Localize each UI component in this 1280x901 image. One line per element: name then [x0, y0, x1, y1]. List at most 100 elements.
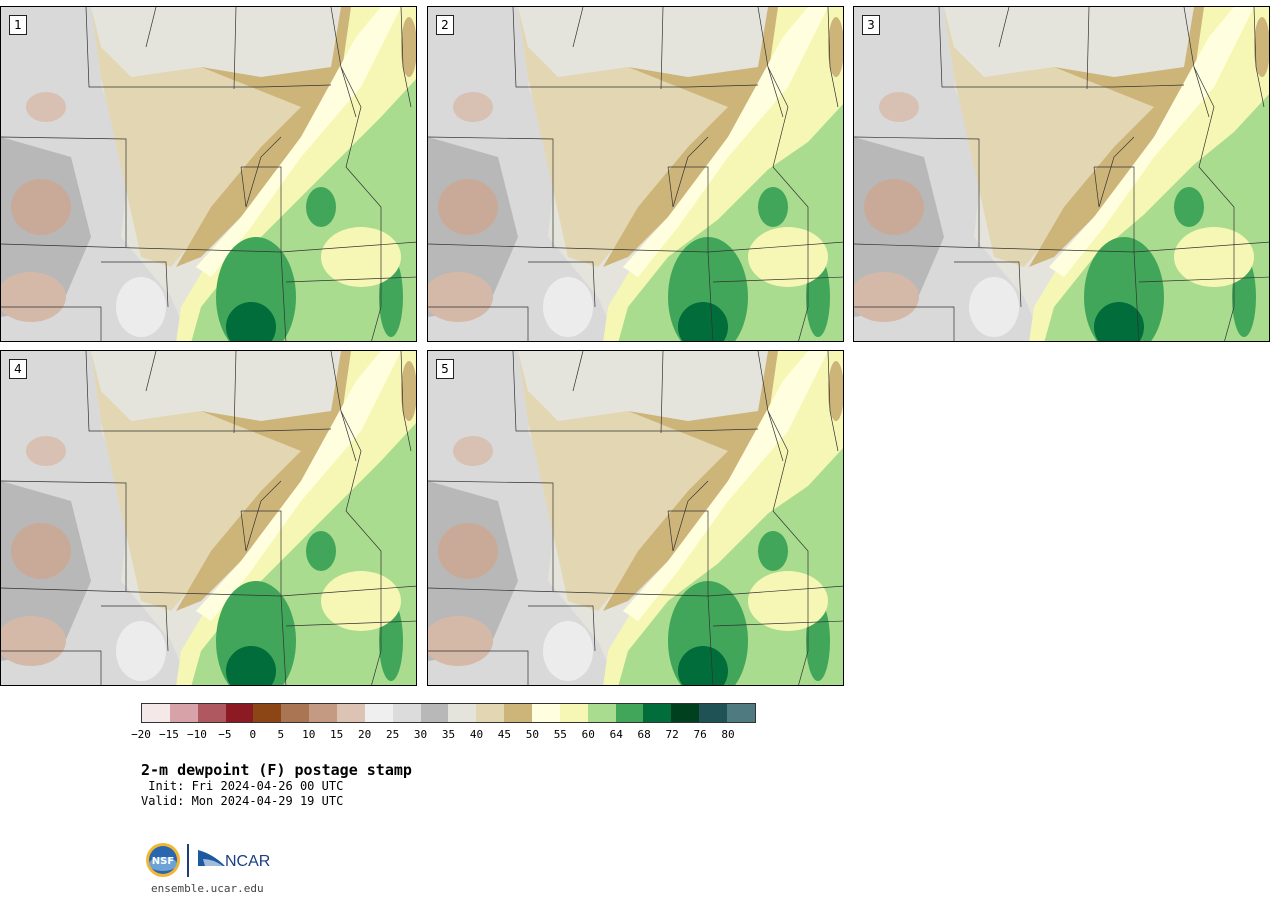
dewpoint-fill-50	[196, 7, 401, 277]
colorbar-tick-label: 35	[441, 728, 456, 741]
dewpoint-fill-68	[678, 302, 728, 341]
colorbar-tick-label: 64	[609, 728, 623, 741]
colorbar-swatch	[364, 704, 393, 722]
colorbar-swatch	[615, 704, 644, 722]
state-boundary	[767, 66, 809, 341]
state-boundary	[400, 351, 412, 452]
colorbar-tick-label: 30	[413, 728, 428, 741]
state-boundary	[285, 620, 416, 627]
dewpoint-fill-light	[543, 621, 593, 681]
colorbar-swatch	[643, 704, 672, 722]
dewpoint-fill-dry-2	[1, 616, 66, 666]
dewpoint-fill-light	[969, 277, 1019, 337]
panel-number-label: 3	[862, 15, 880, 35]
dewpoint-fill-45-east	[401, 17, 416, 77]
state-boundary	[240, 136, 282, 208]
dewpoint-fill-dry-3	[453, 436, 493, 466]
state-boundary	[757, 351, 784, 462]
state-boundary	[1094, 166, 1140, 341]
dewpoint-fill-dry-3	[26, 92, 66, 122]
init-time: Init: Fri 2024-04-26 00 UTC	[141, 779, 344, 793]
state-boundary	[340, 410, 382, 685]
state-boundary	[233, 7, 237, 90]
dewpoint-fill-68	[226, 646, 276, 685]
colorbar-tick-label: 55	[553, 728, 567, 741]
colorbar-tick-label: 68	[637, 728, 651, 741]
state-boundary	[827, 7, 839, 108]
dewpoint-fill-45-east	[828, 361, 843, 421]
state-boundary	[854, 136, 980, 247]
dewpoint-fill-68	[1094, 302, 1144, 341]
colorbar-tick-label: 80	[721, 728, 735, 741]
chart-title: 2-m dewpoint (F) postage stamp	[141, 761, 412, 779]
state-boundary	[827, 351, 839, 452]
state-boundary	[667, 480, 709, 552]
dewpoint-fill-dry-3	[453, 92, 493, 122]
colorbar-tick-label: 25	[385, 728, 400, 741]
dewpoint-fill-45-east	[401, 361, 416, 421]
state-boundary	[233, 351, 237, 434]
dewpoint-map-3	[854, 7, 1269, 341]
state-boundary	[712, 620, 843, 627]
dewpoint-map-4	[1, 351, 416, 685]
state-boundary	[1, 306, 102, 341]
state-boundary	[512, 7, 759, 88]
colorbar-tick-label: 40	[469, 728, 484, 741]
state-boundary	[428, 480, 554, 591]
dewpoint-fill-light	[543, 277, 593, 337]
dewpoint-fill-dry-1	[864, 179, 924, 235]
dewpoint-fill-64-mid	[1174, 187, 1204, 227]
colorbar-swatch	[671, 704, 700, 722]
colorbar-swatch	[169, 704, 198, 722]
state-boundary	[285, 276, 416, 283]
colorbar-swatch	[420, 704, 449, 722]
state-boundary	[572, 351, 584, 392]
state-boundary	[667, 136, 709, 208]
map-panel-3: 3	[853, 6, 1270, 342]
panel-number-label: 2	[436, 15, 454, 35]
colorbar-swatch	[253, 704, 282, 722]
dewpoint-fill-64-mid	[306, 531, 336, 571]
colorbar-tick-label: −5	[218, 728, 232, 741]
dewpoint-fill-45-east	[828, 17, 843, 77]
state-boundary	[85, 7, 332, 88]
state-boundary	[428, 585, 843, 597]
ncar-logo-text: NCAR	[225, 853, 270, 870]
state-boundary	[428, 136, 554, 247]
state-boundary	[668, 510, 714, 685]
state-boundary	[1, 585, 416, 597]
dewpoint-fill-68	[226, 302, 276, 341]
state-boundary	[528, 261, 596, 308]
dewpoint-fill-45	[603, 351, 788, 611]
panel-number-label: 4	[9, 359, 27, 379]
dewpoint-fill-50	[1049, 7, 1254, 277]
state-boundary	[428, 306, 529, 341]
colorbar-swatch	[142, 704, 170, 722]
state-boundary	[660, 7, 664, 90]
map-panel-5: 5	[427, 350, 844, 686]
dewpoint-fill-north	[518, 7, 768, 77]
colorbar-swatch	[559, 704, 588, 722]
dewpoint-fill-north	[944, 7, 1194, 77]
dewpoint-fill-dry-1	[11, 523, 71, 579]
colorbar-tick-label: −20	[131, 728, 151, 741]
state-boundary	[938, 7, 1185, 88]
map-panel-2: 2	[427, 6, 844, 342]
state-boundary	[512, 351, 759, 432]
state-boundary	[241, 166, 287, 341]
state-boundary	[1, 136, 127, 247]
colorbar-swatch	[281, 704, 310, 722]
dewpoint-fill-dry-1	[11, 179, 71, 235]
state-boundary	[85, 351, 332, 432]
dewpoint-map-2	[428, 7, 843, 341]
dewpoint-fill-dry-2	[428, 272, 493, 322]
colorbar-tick-label: 50	[525, 728, 539, 741]
colorbar-swatch	[699, 704, 728, 722]
dewpoint-fill-45	[1029, 7, 1214, 267]
colorbar-swatch	[392, 704, 421, 722]
state-boundary	[428, 241, 843, 253]
dewpoint-fill-north	[518, 351, 768, 421]
dewpoint-fill-50	[196, 351, 401, 621]
state-boundary	[101, 261, 169, 308]
state-boundary	[528, 605, 596, 652]
